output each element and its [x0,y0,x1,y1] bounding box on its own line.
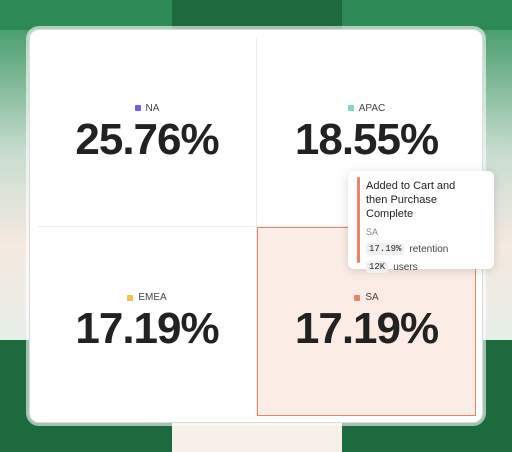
background-block [342,0,512,30]
quadrant-label: SA [354,292,379,303]
tooltip-retention-row: 17.19% retention [366,243,484,255]
tooltip-title-line: then Purchase Complete [366,194,437,220]
tooltip-accent-bar [357,177,360,263]
background-block [172,420,342,452]
retention-value: 25.76% [75,114,219,164]
retention-label: retention [409,243,449,255]
tooltip-segment: SA [366,227,379,237]
retention-value: 18.55% [294,114,439,164]
hover-tooltip: Added to Cart and then Purchase Complete… [348,171,494,273]
legend-swatch-icon [127,294,134,301]
tooltip-title-line: Added to Cart and [366,180,456,192]
tooltip-users-row: 12K users [366,261,484,273]
quadrant-label: NA [134,102,160,114]
quadrant-label: EMEA [127,292,167,303]
users-chip: 12K [366,261,389,273]
legend-swatch-icon [134,105,141,111]
retention-chip: 17.19% [366,243,405,255]
quadrant-label: APAC [347,102,386,114]
quadrant-emea[interactable]: EMEA 17.19% [38,227,257,416]
region-name: EMEA [138,292,167,303]
retention-value: 17.19% [75,304,219,353]
region-name: NA [145,102,160,114]
legend-swatch-icon [354,294,361,301]
background-block [172,0,342,30]
tooltip-title: Added to Cart and then Purchase Complete [366,179,484,221]
region-name: APAC [358,102,386,114]
quadrant-na[interactable]: NA 25.76% [38,38,257,227]
retention-card: NA 25.76% APAC 18.55% EMEA 17.19% SA 17.… [29,29,483,423]
legend-swatch-icon [347,105,354,111]
users-label: users [393,261,418,273]
region-name: SA [365,292,379,303]
retention-value: 17.19% [294,304,439,353]
background-block [0,0,172,30]
quadrant-apac[interactable]: APAC 18.55% [257,38,476,227]
